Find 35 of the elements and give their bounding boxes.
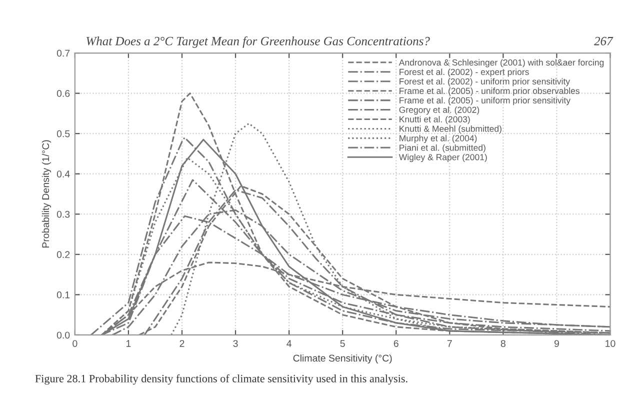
- x-axis-title: Climate Sensitivity (°C): [293, 354, 392, 364]
- x-tick-label: 6: [394, 340, 398, 347]
- x-tick-label: 5: [340, 340, 345, 347]
- x-tick-label: 8: [500, 340, 506, 347]
- y-tick-label: 0.2: [56, 251, 70, 258]
- y-tick-label: 0.3: [56, 210, 70, 218]
- text: 267: [594, 36, 614, 46]
- y-tick-label: 0.6: [56, 90, 70, 97]
- legend-label: Andronova & Schlesinger (2001) with sol&aer forcing: [398, 59, 604, 68]
- legend-label: Forest et al. (2002) - expert priors: [400, 68, 529, 77]
- legend-label: Gregory et al. (2002): [399, 106, 480, 115]
- y-tick-label: 0.5: [56, 130, 70, 138]
- legend-label: Frame et al. (2005) - uniform prior observables: [400, 88, 580, 96]
- y-tick-label: 0.4: [56, 170, 70, 178]
- legend-label: Wigley & Raper (2001): [398, 154, 487, 162]
- legend-label: Forest et al. (2002) - uniform prior sensitivity: [400, 78, 570, 86]
- legend-label: Knutti et al. (2003): [400, 116, 470, 124]
- x-tick-label: 4: [286, 340, 292, 347]
- x-tick-label: 7: [447, 340, 452, 347]
- x-tick-label: 2: [180, 340, 184, 347]
- y-tick-label: 0.7: [56, 50, 70, 57]
- y-tick-label: 0.1: [56, 291, 70, 298]
- x-tick-label: 0: [72, 340, 78, 347]
- y-tick-label: 0.0: [56, 332, 70, 339]
- x-tick-label: 10: [606, 340, 616, 347]
- chart-title: What Does a 2°C Target Mean for Greenhouse Gas Concentrations?: [86, 36, 430, 48]
- legend-label: Knutti & Meehl (submitted): [400, 125, 502, 134]
- x-tick-label: 9: [554, 340, 559, 347]
- y-axis-title: Probability Density (1/°C): [42, 140, 51, 248]
- legend-label: Murphy et al. (2004): [400, 134, 477, 144]
- x-tick-label: 1: [126, 340, 131, 347]
- legend-label: Frame et al. (2005) - uniform prior sensitivity: [400, 97, 571, 106]
- caption: Figure 28.1 Probability density functions of climate sensitivity used in this analysis.: [35, 374, 408, 385]
- legend-label: Piani et al. (submitted): [400, 144, 486, 153]
- x-tick-label: 3: [233, 340, 238, 347]
